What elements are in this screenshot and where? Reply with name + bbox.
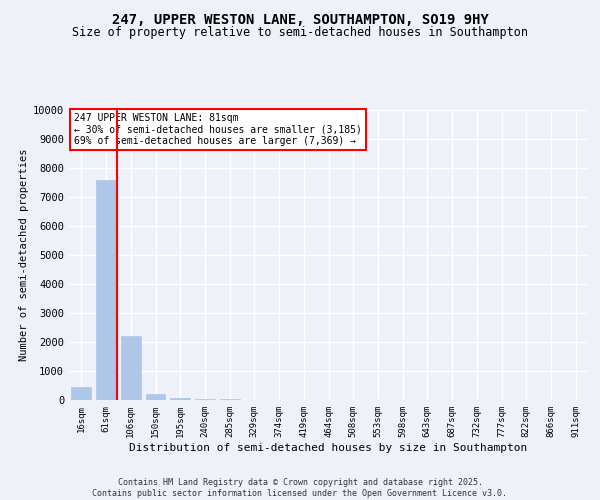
X-axis label: Distribution of semi-detached houses by size in Southampton: Distribution of semi-detached houses by … xyxy=(130,442,527,452)
Bar xyxy=(96,180,116,400)
Text: 247 UPPER WESTON LANE: 81sqm
← 30% of semi-detached houses are smaller (3,185)
6: 247 UPPER WESTON LANE: 81sqm ← 30% of se… xyxy=(74,113,362,146)
Bar xyxy=(121,336,140,400)
Text: 247, UPPER WESTON LANE, SOUTHAMPTON, SO19 9HY: 247, UPPER WESTON LANE, SOUTHAMPTON, SO1… xyxy=(112,12,488,26)
Bar xyxy=(195,399,215,400)
Y-axis label: Number of semi-detached properties: Number of semi-detached properties xyxy=(19,149,29,361)
Bar xyxy=(146,394,166,400)
Text: Size of property relative to semi-detached houses in Southampton: Size of property relative to semi-detach… xyxy=(72,26,528,39)
Bar xyxy=(71,387,91,400)
Bar xyxy=(170,398,190,400)
Text: Contains HM Land Registry data © Crown copyright and database right 2025.
Contai: Contains HM Land Registry data © Crown c… xyxy=(92,478,508,498)
